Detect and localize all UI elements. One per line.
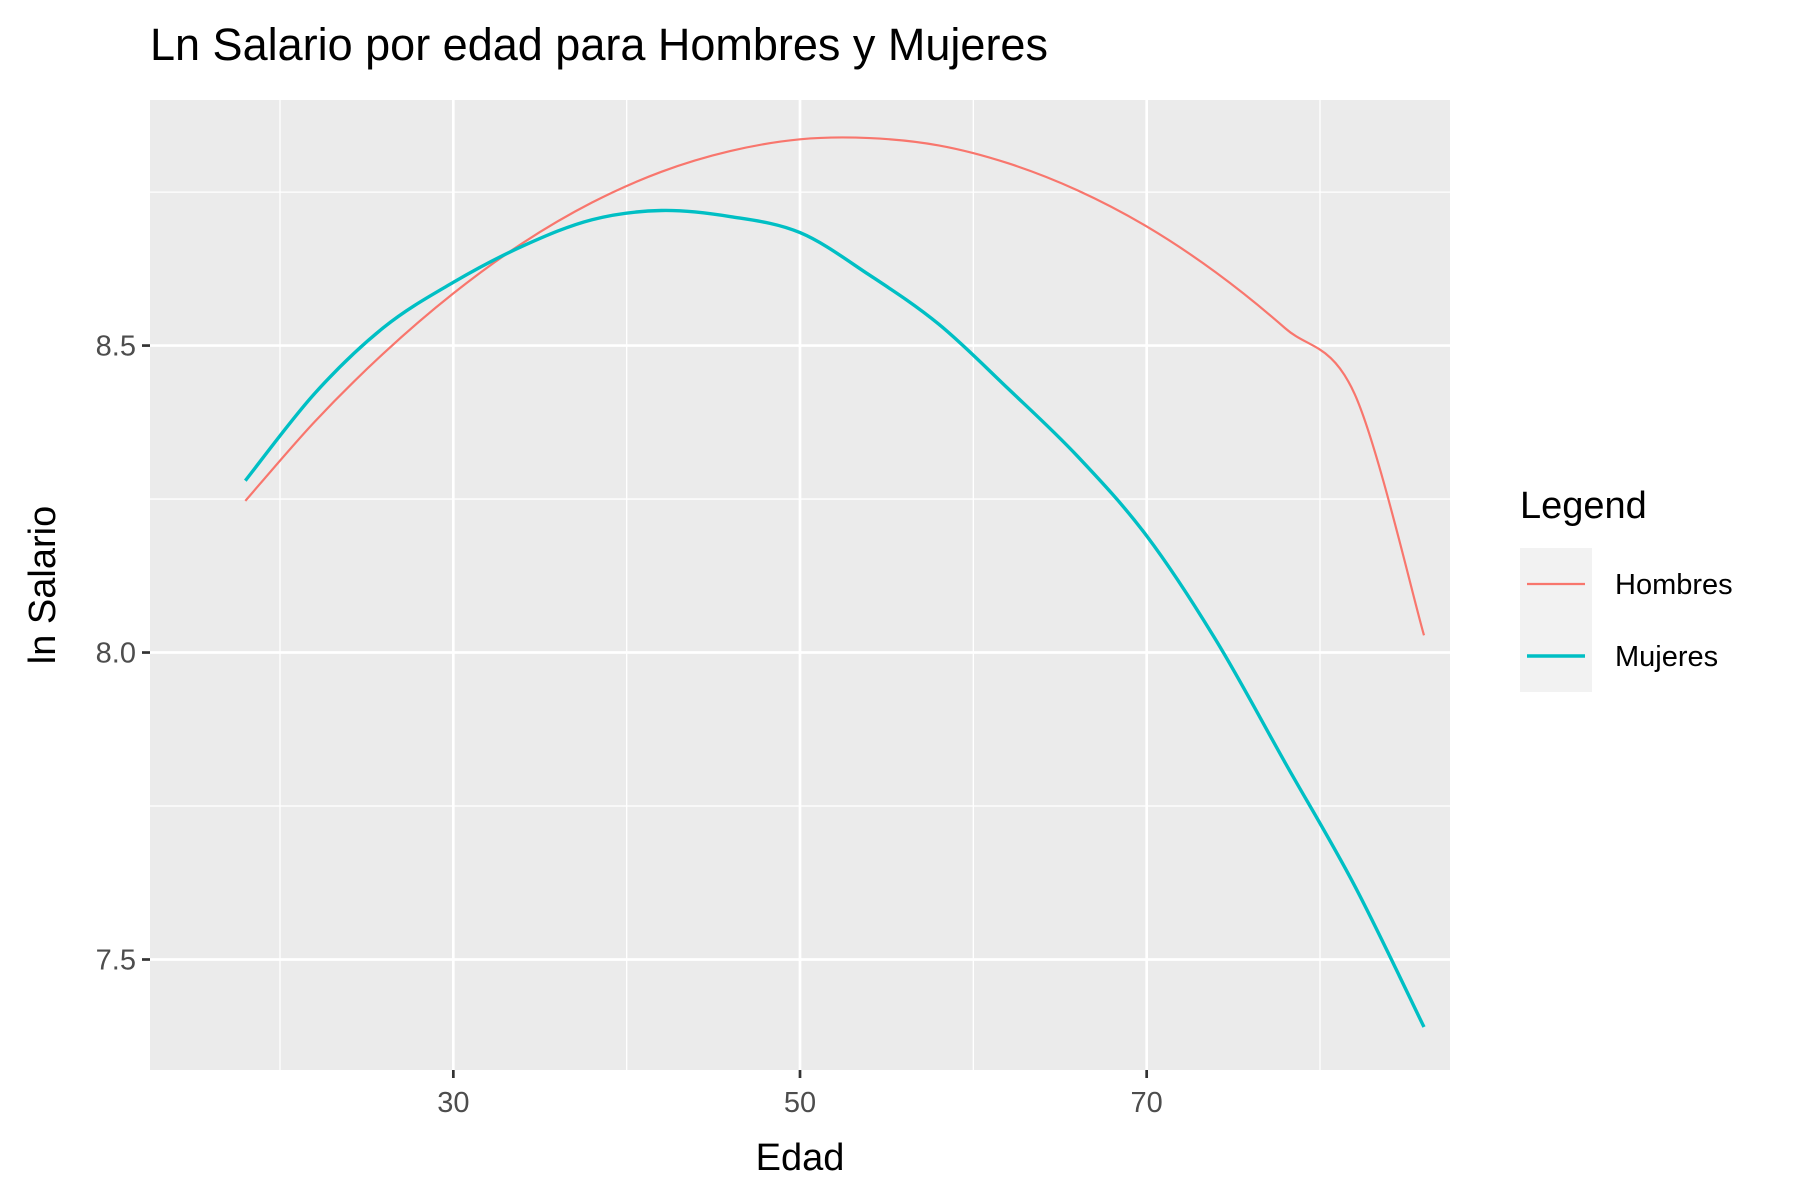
series-line-mujeres: [243, 208, 1426, 1028]
major-gridlines: [150, 100, 1450, 1070]
legend-title: Legend: [1520, 485, 1647, 527]
series-line-hombres: [244, 136, 1426, 636]
x-axis-title: Edad: [756, 1137, 845, 1179]
legend-label-hombres: Hombres: [1615, 569, 1733, 601]
x-tick-label: 70: [1131, 1087, 1163, 1119]
series-layer: [243, 136, 1426, 1028]
x-tick-label: 50: [784, 1087, 816, 1119]
y-tick-label: 8.5: [96, 331, 136, 363]
x-tick-label: 30: [437, 1087, 469, 1119]
legend-key-background: [1520, 548, 1592, 692]
y-axis-title: ln Salario: [22, 506, 64, 664]
legend-label-mujeres: Mujeres: [1615, 641, 1718, 673]
tick-labels: 30 50 70 7.5 8.0 8.5: [96, 331, 1163, 1119]
axis-ticks: [142, 344, 1149, 1078]
y-tick-label: 7.5: [96, 944, 136, 976]
legend-items: Hombres Mujeres: [1527, 569, 1733, 673]
chart-title: Ln Salario por edad para Hombres y Mujer…: [150, 19, 1048, 70]
y-tick-label: 8.0: [96, 638, 136, 670]
legend: Legend Hombres Mujeres: [1520, 485, 1733, 692]
